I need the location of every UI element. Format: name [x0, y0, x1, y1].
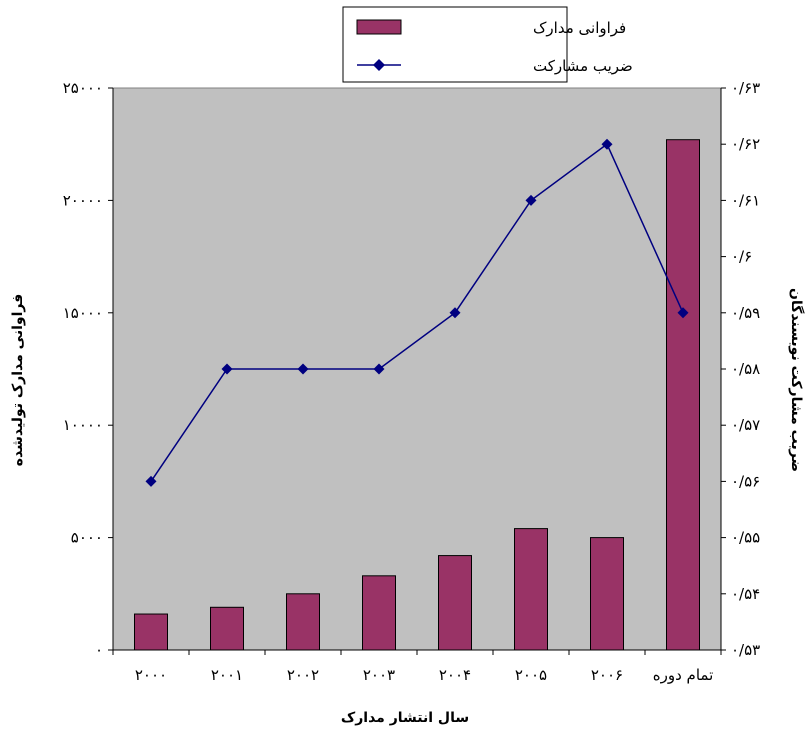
left-tick-label: ۰ — [95, 641, 103, 659]
line-point — [373, 363, 385, 375]
line-point — [297, 363, 309, 375]
x-tick-label: ۲۰۰۶ — [591, 666, 623, 684]
line-point — [525, 194, 537, 206]
right-tick-label: ۰/۶۲ — [731, 135, 760, 153]
x-tick-label: ۲۰۰۰ — [135, 666, 167, 684]
line-point — [449, 307, 461, 319]
line-point — [145, 475, 157, 487]
x-tick-label: ۲۰۰۵ — [515, 666, 547, 684]
right-tick-label: ۰/۵۸ — [731, 360, 760, 378]
legend-bar-swatch — [356, 19, 402, 35]
right-tick-label: ۰/۶۱ — [731, 191, 760, 209]
left-tick-label: ۱۰۰۰۰ — [63, 416, 103, 434]
x-tick-label: ۲۰۰۴ — [439, 666, 471, 684]
right-tick-label: ۰/۶۳ — [731, 79, 760, 97]
right-axis-ticks: ۰/۵۳ ۰/۵۴ ۰/۵۵ ۰/۵۶ ۰/۵۷ ۰/۵۸ ۰/۵۹ ۰/۶ ۰/۶۱ ۰/۶۲ ۰… — [721, 79, 760, 659]
left-axis-title: فراوانی مدارک تولیدشده — [10, 294, 26, 467]
right-tick-label: ۰/۵۴ — [731, 585, 760, 603]
line-point — [601, 138, 613, 150]
right-tick-label: ۰/۵۶ — [731, 472, 760, 490]
x-tick-label: ۲۰۰۲ — [287, 666, 319, 684]
series-line — [150, 143, 684, 482]
x-axis-title: سال انتشار مدارک — [341, 710, 469, 726]
plot-area — [112, 87, 722, 651]
bar — [590, 537, 624, 651]
left-tick-label: ۲۰۰۰۰ — [63, 191, 103, 209]
bar — [666, 139, 700, 651]
x-axis-ticks: ۲۰۰۰ ۲۰۰۱ ۲۰۰۲ ۲۰۰۳ ۲۰۰۴ ۲۰۰۵ ۲۰۰۶ تمام دوره — [112, 650, 722, 684]
right-tick-label: ۰/۵۵ — [731, 529, 760, 547]
bar — [210, 606, 244, 651]
right-axis-title: ضریب مشارکت نویسندگان — [788, 288, 805, 472]
x-tick-label: ۲۰۰۳ — [363, 666, 395, 684]
legend-bar-label: فراوانی مدارک — [533, 19, 626, 37]
left-tick-label: ۵۰۰۰ — [71, 529, 103, 547]
legend: فراوانی مدارک ضریب مشارکت — [342, 6, 633, 83]
right-tick-label: ۰/۶ — [731, 248, 752, 266]
left-tick-label: ۱۵۰۰۰ — [63, 304, 103, 322]
x-tick-label: ۲۰۰۱ — [211, 666, 243, 684]
right-tick-label: ۰/۵۹ — [731, 304, 760, 322]
bar — [438, 555, 472, 651]
bar — [514, 528, 548, 651]
right-tick-label: ۰/۵۳ — [731, 641, 760, 659]
bar — [362, 575, 396, 651]
legend-line-marker — [373, 59, 385, 71]
legend-line-label: ضریب مشارکت — [533, 57, 633, 75]
x-tick-label: تمام دوره — [653, 666, 714, 684]
line-point — [221, 363, 233, 375]
line-point — [677, 307, 689, 319]
bar — [286, 593, 320, 651]
right-tick-label: ۰/۵۷ — [731, 416, 760, 434]
bars-layer — [134, 139, 700, 651]
line-layer — [145, 138, 689, 487]
left-tick-label: ۲۵۰۰۰ — [63, 79, 103, 97]
left-axis-ticks: ۰ ۵۰۰۰ ۱۰۰۰۰ ۱۵۰۰۰ ۲۰۰۰۰ ۲۵۰۰۰ — [63, 79, 113, 659]
bar — [134, 613, 168, 651]
